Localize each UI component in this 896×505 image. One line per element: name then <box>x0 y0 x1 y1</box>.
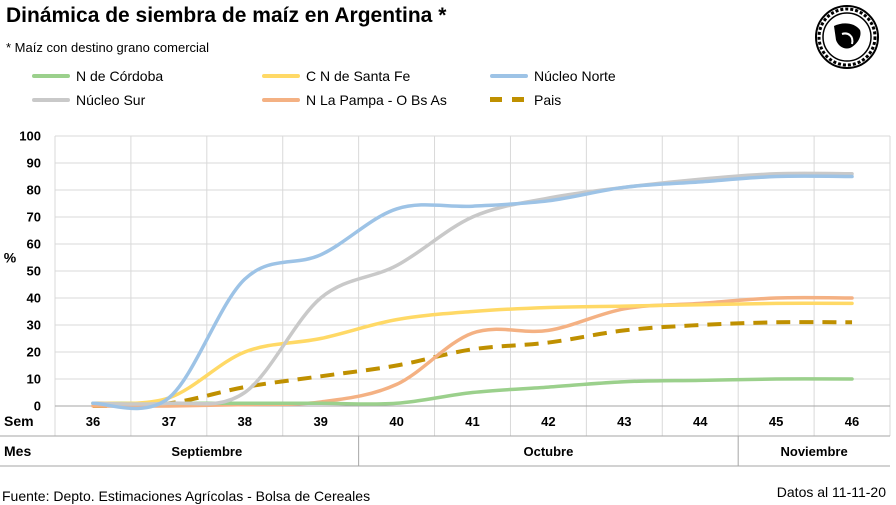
series-line-nucleo_norte <box>91 174 854 411</box>
month-row-label: Mes <box>4 443 31 459</box>
y-tick-label: 80 <box>27 183 41 198</box>
series-line-santa_fe <box>91 301 854 406</box>
legend-label-cordoba: N de Córdoba <box>76 68 164 84</box>
legend-item-pais: Pais <box>490 92 561 108</box>
y-tick-label: 70 <box>27 210 41 225</box>
week-tick-label: 36 <box>86 414 100 429</box>
legend-item-cordoba: N de Córdoba <box>32 68 163 84</box>
y-tick-label: 40 <box>27 291 41 306</box>
week-row-label: Sem <box>4 413 34 429</box>
week-tick-label: 37 <box>162 414 176 429</box>
week-tick-label: 46 <box>845 414 859 429</box>
planting-progress-chart: 0 10 20 30 40 50 60 70 80 90 100% Sem 36 37 38 39 40 41 42… <box>0 129 891 467</box>
y-tick-label: 30 <box>27 318 41 333</box>
week-tick-label: 40 <box>389 414 403 429</box>
y-tick-label: 100 <box>19 129 41 144</box>
week-tick-label: 42 <box>541 414 555 429</box>
legend-label-santa-fe: C N de Santa Fe <box>306 68 411 84</box>
legend-item-nucleo-norte: Núcleo Norte <box>490 68 616 84</box>
y-axis-label: % <box>4 250 17 266</box>
data-date: Datos al 11-11-20 <box>776 484 886 500</box>
legend-swatch-nucleo-norte <box>490 71 528 81</box>
y-tick-label: 90 <box>27 156 41 171</box>
legend-item-la-pampa: N La Pampa - O Bs As <box>262 92 447 108</box>
week-tick-label: 43 <box>617 414 631 429</box>
series-line-nucleo_sur <box>91 171 854 406</box>
legend-item-nucleo-sur: Núcleo Sur <box>32 92 145 108</box>
legend-label-la-pampa: N La Pampa - O Bs As <box>306 92 447 108</box>
legend-swatch-cordoba <box>32 71 70 81</box>
series-line-la_pampa <box>91 295 854 408</box>
legend-swatch-santa-fe <box>262 71 300 81</box>
y-tick-label: 60 <box>27 237 41 252</box>
week-tick-label: 41 <box>465 414 479 429</box>
week-tick-label: 44 <box>693 414 708 429</box>
chart-legend: N de Córdoba C N de Santa Fe Núcleo Nort… <box>0 68 760 112</box>
y-tick-label: 20 <box>27 345 41 360</box>
chart-title: Dinámica de siembra de maíz en Argentina… <box>6 4 447 27</box>
y-tick-label: 10 <box>27 372 41 387</box>
legend-swatch-nucleo-sur <box>32 95 70 105</box>
week-tick-label: 39 <box>313 414 327 429</box>
legend-swatch-la-pampa <box>262 95 300 105</box>
source-note: Fuente: Depto. Estimaciones Agrícolas - … <box>2 488 371 504</box>
legend-item-santa-fe: C N de Santa Fe <box>262 68 410 84</box>
legend-label-nucleo-sur: Núcleo Sur <box>76 92 146 108</box>
chart-subtitle: * Maíz con destino grano comercial <box>6 40 210 55</box>
week-tick-label: 45 <box>769 414 783 429</box>
month-label: Noviembre <box>780 444 847 459</box>
y-tick-label: 0 <box>34 399 41 414</box>
legend-swatch-pais <box>490 95 528 105</box>
y-tick-label: 50 <box>27 264 41 279</box>
month-label: Octubre <box>523 444 573 459</box>
month-label: Septiembre <box>171 444 242 459</box>
week-tick-label: 38 <box>238 414 252 429</box>
bolsa-de-cereales-logo <box>815 5 879 69</box>
legend-label-pais: Pais <box>534 92 562 108</box>
legend-label-nucleo-norte: Núcleo Norte <box>534 68 616 84</box>
